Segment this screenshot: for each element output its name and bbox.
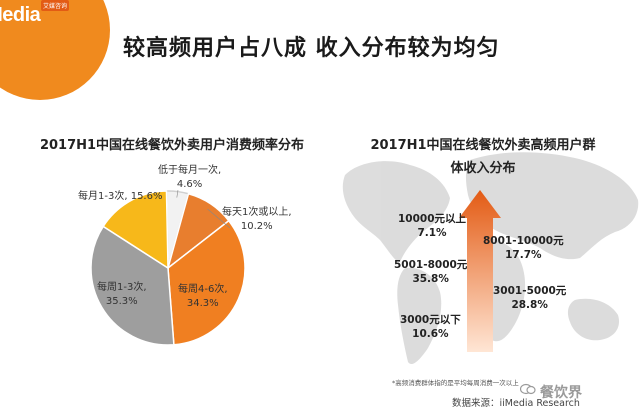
income-bracket-name: 3001-5000元	[493, 285, 567, 297]
map-north-america	[342, 161, 450, 262]
pie-chart-title: 2017H1中国在线餐饮外卖用户消费频率分布	[39, 138, 305, 153]
up-arrow	[459, 190, 501, 352]
page-title: 较高频用户占八成 收入分布较为均匀	[123, 36, 500, 61]
watermark: 餐饮界	[540, 385, 582, 401]
income-bracket-name: 8001-10000元	[483, 235, 564, 247]
pie-slice-label: 每月1-3次, 15.6%	[78, 190, 162, 204]
pie-slice-label: 每周1-3次, 35.3%	[97, 281, 147, 309]
income-bracket-value: 17.7%	[505, 249, 542, 261]
income-chart-title: 2017H1中国在线餐饮外卖高频用户群 体收入分布	[348, 134, 618, 180]
pie-slice-label: 每周4-6次, 34.3%	[178, 283, 228, 311]
pie-leader-line	[176, 189, 179, 198]
brand-logo-text: iiMedia	[0, 4, 41, 26]
brand-logo-tag: 艾媒咨询	[41, 0, 70, 11]
income-bracket-value: 7.1%	[417, 227, 447, 239]
wechat-icon	[520, 383, 536, 395]
pie-slice-label-value: 35.3%	[105, 296, 138, 307]
income-bracket-label: 3000元以下 10.6%	[400, 313, 461, 341]
pie-slice-label-text: 低于每月一次,	[158, 165, 222, 176]
income-bracket-name: 10000元以上	[398, 213, 467, 225]
pie-slice	[167, 219, 246, 346]
income-bracket-value: 28.8%	[511, 299, 548, 311]
income-title-line2: 体收入分布	[450, 161, 516, 176]
pie-slice-label: 低于每月一次, 4.6%	[158, 164, 221, 192]
pie-slice-label-value: 10.2%	[240, 221, 273, 232]
pie-slice-label-text: 每天1次或以上,	[222, 207, 292, 218]
pie-slice	[102, 190, 169, 270]
pie-slice-label-value: 4.6%	[176, 179, 203, 190]
income-bracket-label: 5001-8000元 35.8%	[394, 258, 467, 286]
pie-slice-label-text: 每周4-6次,	[178, 284, 228, 295]
pie-slice-label-text: 每月1-3次,	[78, 191, 131, 202]
brand-logo: iiMedia 艾媒咨询	[0, 0, 110, 100]
income-bracket-label: 8001-10000元 17.7%	[483, 234, 564, 262]
income-bracket-label: 3001-5000元 28.8%	[493, 284, 566, 312]
income-bracket-label: 10000元以上 7.1%	[398, 212, 466, 240]
income-bracket-value: 10.6%	[412, 328, 449, 340]
income-title-line1: 2017H1中国在线餐饮外卖高频用户群	[370, 138, 596, 153]
income-bracket-name: 5001-8000元	[394, 259, 468, 271]
pie-leader-line	[207, 208, 231, 229]
map-eurasia	[465, 152, 639, 260]
data-source: 数据来源：iiMedia Research	[452, 398, 580, 409]
income-bracket-name: 3000元以下	[400, 314, 461, 326]
pie-slice-label: 每天1次或以上, 10.2%	[222, 206, 292, 234]
map-south-america	[397, 267, 442, 365]
pie-slice-label-text: 每周1-3次,	[97, 282, 147, 293]
pie-slice	[90, 225, 175, 346]
map-australia	[567, 298, 620, 341]
pie-slice-label-value: 34.3%	[186, 298, 219, 309]
footnote: *高频消费群体指的是平均每周消费一次以上	[392, 379, 519, 387]
income-bracket-value: 35.8%	[412, 273, 449, 285]
pie-slice-label-value: 15.6%	[130, 191, 163, 202]
